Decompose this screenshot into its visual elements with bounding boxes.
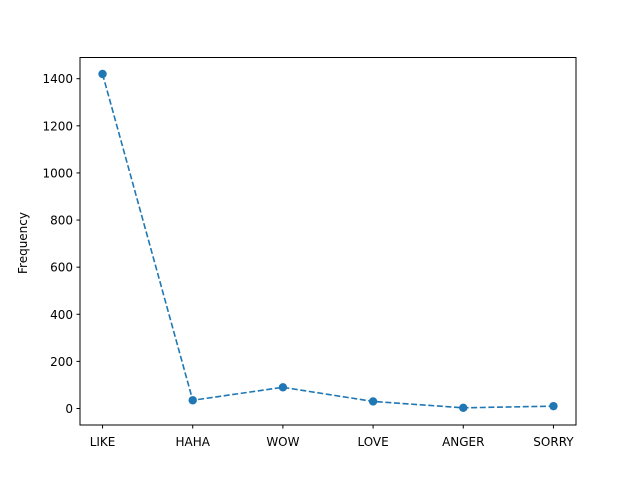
x-axis: LIKE HAHA WOW LOVE ANGER SORRY <box>90 425 574 449</box>
y-axis-label: Frequency <box>16 212 30 274</box>
x-tick-label: ANGER <box>442 435 484 449</box>
data-point <box>459 403 468 413</box>
x-tick-label: HAHA <box>175 435 210 449</box>
plot-frame <box>79 57 577 426</box>
y-tick-label: 1400 <box>42 72 73 86</box>
y-tick-label: 400 <box>50 308 73 322</box>
data-point <box>549 401 558 411</box>
data-point <box>368 397 378 406</box>
y-tick-label: 600 <box>50 261 73 275</box>
y-tick-label: 1000 <box>42 166 73 180</box>
y-tick-label: 800 <box>50 214 73 228</box>
data-point <box>188 396 197 405</box>
series-group <box>98 69 558 413</box>
y-tick-label: 0 <box>65 402 73 416</box>
series-line <box>101 73 554 409</box>
data-point <box>98 69 107 79</box>
y-tick-label: 200 <box>50 355 73 369</box>
x-tick-label: LIKE <box>90 435 116 449</box>
x-tick-label: SORRY <box>533 435 574 449</box>
y-axis: 0 200 400 600 800 1000 1200 1400 <box>42 72 80 416</box>
data-point <box>278 383 288 392</box>
y-tick-label: 1200 <box>42 119 73 133</box>
x-tick-label: LOVE <box>357 435 388 449</box>
x-tick-label: WOW <box>266 435 299 449</box>
